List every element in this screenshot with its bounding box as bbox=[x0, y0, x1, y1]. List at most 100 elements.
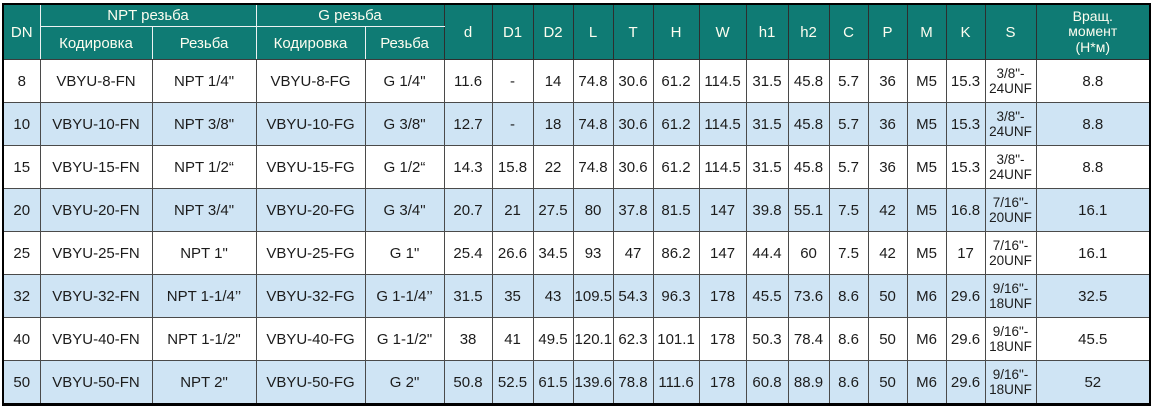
cell-m: M6 bbox=[906, 274, 947, 318]
col-header-dn: DN bbox=[2, 3, 41, 60]
cell-l: 74.8 bbox=[572, 145, 614, 189]
cell-g-thread: G 3/4" bbox=[364, 188, 445, 232]
cell-t: 47 bbox=[612, 231, 654, 275]
cell-torque: 52 bbox=[1035, 360, 1151, 405]
cell-c: 8.6 bbox=[828, 274, 869, 318]
cell-h1: 31.5 bbox=[745, 59, 789, 103]
cell-h: 111.6 bbox=[652, 360, 700, 405]
cell-d: 11.6 bbox=[443, 59, 493, 103]
cell-h2: 73.6 bbox=[787, 274, 830, 318]
cell-g-thread: G 1/2“ bbox=[364, 145, 445, 189]
cell-l: 139.6 bbox=[572, 360, 614, 405]
cell-h2: 60 bbox=[787, 231, 830, 275]
cell-p: 50 bbox=[867, 360, 908, 405]
cell-t: 62.3 bbox=[612, 317, 654, 361]
cell-d2: 43 bbox=[532, 274, 574, 318]
cell-w: 114.5 bbox=[698, 102, 747, 146]
cell-torque: 8.8 bbox=[1035, 59, 1151, 103]
col-header-d2: D2 bbox=[532, 3, 574, 60]
col-header-p: P bbox=[867, 3, 908, 60]
table-row: 32 VBYU-32-FN NPT 1-1/4’’ VBYU-32-FG G 1-1/4… bbox=[2, 274, 1151, 318]
cell-g-code: VBYU-25-FG bbox=[255, 231, 366, 275]
cell-d2: 34.5 bbox=[532, 231, 574, 275]
cell-m: M5 bbox=[906, 188, 947, 232]
cell-h: 61.2 bbox=[652, 102, 700, 146]
cell-g-code: VBYU-20-FG bbox=[255, 188, 366, 232]
col-header-g-coding: Кодировка bbox=[255, 26, 366, 60]
cell-g-thread: G 2" bbox=[364, 360, 445, 405]
cell-dn: 40 bbox=[2, 317, 41, 361]
cell-k: 15.3 bbox=[945, 145, 986, 189]
cell-dn: 15 bbox=[2, 145, 41, 189]
cell-h: 61.2 bbox=[652, 145, 700, 189]
cell-w: 178 bbox=[698, 274, 747, 318]
cell-t: 30.6 bbox=[612, 145, 654, 189]
cell-g-code: VBYU-8-FG bbox=[255, 59, 366, 103]
col-header-t: T bbox=[612, 3, 654, 60]
cell-s: 7/16"- 20UNF bbox=[984, 188, 1037, 232]
cell-dn: 25 bbox=[2, 231, 41, 275]
cell-d1: 41 bbox=[491, 317, 534, 361]
cell-h: 81.5 bbox=[652, 188, 700, 232]
cell-npt-code: VBYU-32-FN bbox=[39, 274, 153, 318]
cell-w: 147 bbox=[698, 231, 747, 275]
cell-npt-code: VBYU-20-FN bbox=[39, 188, 153, 232]
cell-d: 38 bbox=[443, 317, 493, 361]
cell-l: 93 bbox=[572, 231, 614, 275]
table-row: 10 VBYU-10-FN NPT 3/8" VBYU-10-FG G 3/8" 12.7… bbox=[2, 102, 1151, 146]
col-header-h: H bbox=[652, 3, 700, 60]
cell-g-code: VBYU-50-FG bbox=[255, 360, 366, 405]
cell-h1: 39.8 bbox=[745, 188, 789, 232]
col-header-h1: h1 bbox=[745, 3, 789, 60]
cell-c: 5.7 bbox=[828, 145, 869, 189]
cell-s: 9/16"- 18UNF bbox=[984, 360, 1037, 405]
cell-d1: - bbox=[491, 102, 534, 146]
cell-s: 9/16"- 18UNF bbox=[984, 317, 1037, 361]
cell-d1: 15.8 bbox=[491, 145, 534, 189]
cell-g-thread: G 1" bbox=[364, 231, 445, 275]
cell-d1: 21 bbox=[491, 188, 534, 232]
col-header-g-group: G резьба bbox=[255, 3, 445, 27]
col-header-g-thread: Резьба bbox=[364, 26, 445, 60]
cell-t: 78.8 bbox=[612, 360, 654, 405]
cell-d1: 35 bbox=[491, 274, 534, 318]
cell-s: 3/8"- 24UNF bbox=[984, 102, 1037, 146]
cell-npt-code: VBYU-25-FN bbox=[39, 231, 153, 275]
cell-d: 20.7 bbox=[443, 188, 493, 232]
cell-m: M5 bbox=[906, 145, 947, 189]
table-row: 15 VBYU-15-FN NPT 1/2“ VBYU-15-FG G 1/2“ 14.3… bbox=[2, 145, 1151, 189]
cell-g-thread: G 3/8" bbox=[364, 102, 445, 146]
header-row-groups: DN NPT резьба G резьба d D1 D2 L T H W h… bbox=[2, 3, 1151, 60]
cell-w: 178 bbox=[698, 360, 747, 405]
cell-d2: 18 bbox=[532, 102, 574, 146]
cell-d: 12.7 bbox=[443, 102, 493, 146]
col-header-l: L bbox=[572, 3, 614, 60]
cell-npt-code: VBYU-40-FN bbox=[39, 317, 153, 361]
cell-w: 147 bbox=[698, 188, 747, 232]
cell-npt-thread: NPT 2" bbox=[151, 360, 257, 405]
cell-d: 14.3 bbox=[443, 145, 493, 189]
cell-h1: 31.5 bbox=[745, 102, 789, 146]
cell-dn: 32 bbox=[2, 274, 41, 318]
cell-d1: - bbox=[491, 59, 534, 103]
cell-l: 120.1 bbox=[572, 317, 614, 361]
cell-c: 5.7 bbox=[828, 102, 869, 146]
col-header-npt-coding: Кодировка bbox=[39, 26, 153, 60]
cell-torque: 45.5 bbox=[1035, 317, 1151, 361]
cell-t: 30.6 bbox=[612, 59, 654, 103]
cell-npt-code: VBYU-8-FN bbox=[39, 59, 153, 103]
cell-w: 178 bbox=[698, 317, 747, 361]
cell-l: 80 bbox=[572, 188, 614, 232]
cell-t: 37.8 bbox=[612, 188, 654, 232]
cell-dn: 8 bbox=[2, 59, 41, 103]
cell-g-thread: G 1-1/2" bbox=[364, 317, 445, 361]
cell-h2: 45.8 bbox=[787, 59, 830, 103]
cell-h2: 78.4 bbox=[787, 317, 830, 361]
col-header-c: C bbox=[828, 3, 869, 60]
cell-npt-thread: NPT 1-1/4’’ bbox=[151, 274, 257, 318]
cell-h: 101.1 bbox=[652, 317, 700, 361]
cell-g-thread: G 1-1/4’’ bbox=[364, 274, 445, 318]
cell-p: 50 bbox=[867, 274, 908, 318]
col-header-h2: h2 bbox=[787, 3, 830, 60]
